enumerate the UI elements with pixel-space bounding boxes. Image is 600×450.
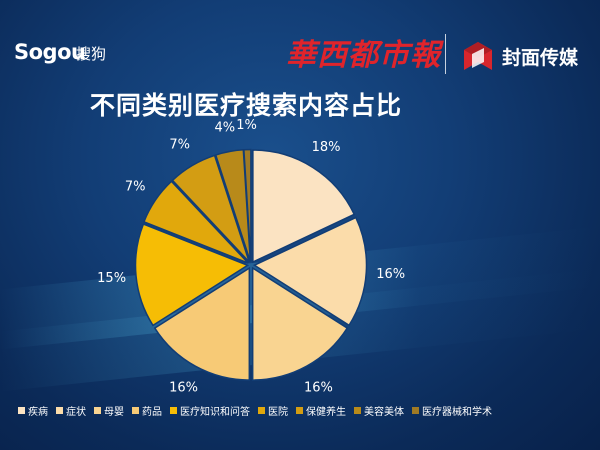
- legend-item-3: 母婴: [94, 403, 124, 418]
- pie-slice-5: [134, 223, 250, 327]
- pie-slice-4: [153, 266, 251, 381]
- legend-label: 母婴: [104, 407, 124, 418]
- legend-label: 医疗知识和问答: [180, 407, 250, 418]
- legend-item-8: 美容美体: [354, 403, 404, 418]
- legend-label: 药品: [142, 407, 162, 418]
- chart-title: 不同类别医疗搜索内容占比: [90, 91, 403, 120]
- pie-chart: 18% 16% 16% 16% 15% 7% 7% 4% 1%: [97, 118, 405, 396]
- legend-swatch: [18, 407, 25, 414]
- fengmian-logo-icon: [464, 42, 492, 70]
- legend-item-1: 疾病: [18, 403, 48, 418]
- fengmian-logo-text: 封面传媒: [502, 47, 579, 69]
- legend-swatch: [94, 407, 101, 414]
- legend-item-7: 保健养生: [296, 403, 346, 418]
- pie-slice-label-2: 16%: [376, 267, 405, 282]
- legend-label: 症状: [66, 407, 86, 418]
- pie-slice-6: [142, 180, 249, 264]
- legend-swatch: [170, 407, 177, 414]
- pie-slice-7: [171, 154, 250, 263]
- sogou-logo-cn: 搜狗: [76, 45, 107, 63]
- legend-swatch: [56, 407, 63, 414]
- legend-item-9: 医疗器械和学术: [412, 403, 492, 418]
- pie-slice-label-4: 16%: [169, 381, 198, 396]
- legend-swatch: [258, 407, 265, 414]
- pie-slice-label-7: 7%: [169, 137, 190, 152]
- huaxi-dushibao-logo: 華西都市報: [286, 38, 441, 73]
- pie-slice-label-3: 16%: [304, 381, 333, 396]
- legend-swatch: [412, 407, 419, 414]
- legend-label: 医疗器械和学术: [422, 407, 492, 418]
- legend-label: 美容美体: [364, 407, 404, 418]
- legend-swatch: [132, 407, 139, 414]
- legend-item-2: 症状: [56, 403, 86, 418]
- legend-item-4: 药品: [132, 403, 162, 418]
- logo-divider: [445, 34, 446, 74]
- pie-slice-2: [252, 216, 368, 327]
- pie-slice-label-6: 7%: [125, 179, 146, 194]
- pie-slice-label-8: 4%: [214, 120, 235, 135]
- pie-slice-9: [243, 148, 252, 262]
- pie-slice-3: [251, 266, 349, 381]
- pie-slice-label-1: 18%: [312, 140, 341, 155]
- header: Sogou 搜狗 華西都市報 封面传媒: [0, 0, 600, 82]
- legend-label: 医院: [268, 407, 288, 418]
- pie-slice-label-9: 1%: [236, 118, 257, 133]
- pie-slice-1: [252, 149, 356, 264]
- chart-legend: 疾病 症状 母婴 药品 医疗知识和问答 医院 保健养生 美容美体 医疗器械和学术: [18, 403, 492, 418]
- legend-swatch: [296, 407, 303, 414]
- legend-item-6: 医院: [258, 403, 288, 418]
- pie-slice-label-5: 15%: [97, 271, 126, 286]
- legend-swatch: [354, 407, 361, 414]
- sogou-logo: Sogou: [14, 40, 86, 64]
- legend-item-5: 医疗知识和问答: [170, 403, 250, 418]
- legend-label: 保健养生: [306, 407, 346, 418]
- legend-label: 疾病: [28, 407, 48, 418]
